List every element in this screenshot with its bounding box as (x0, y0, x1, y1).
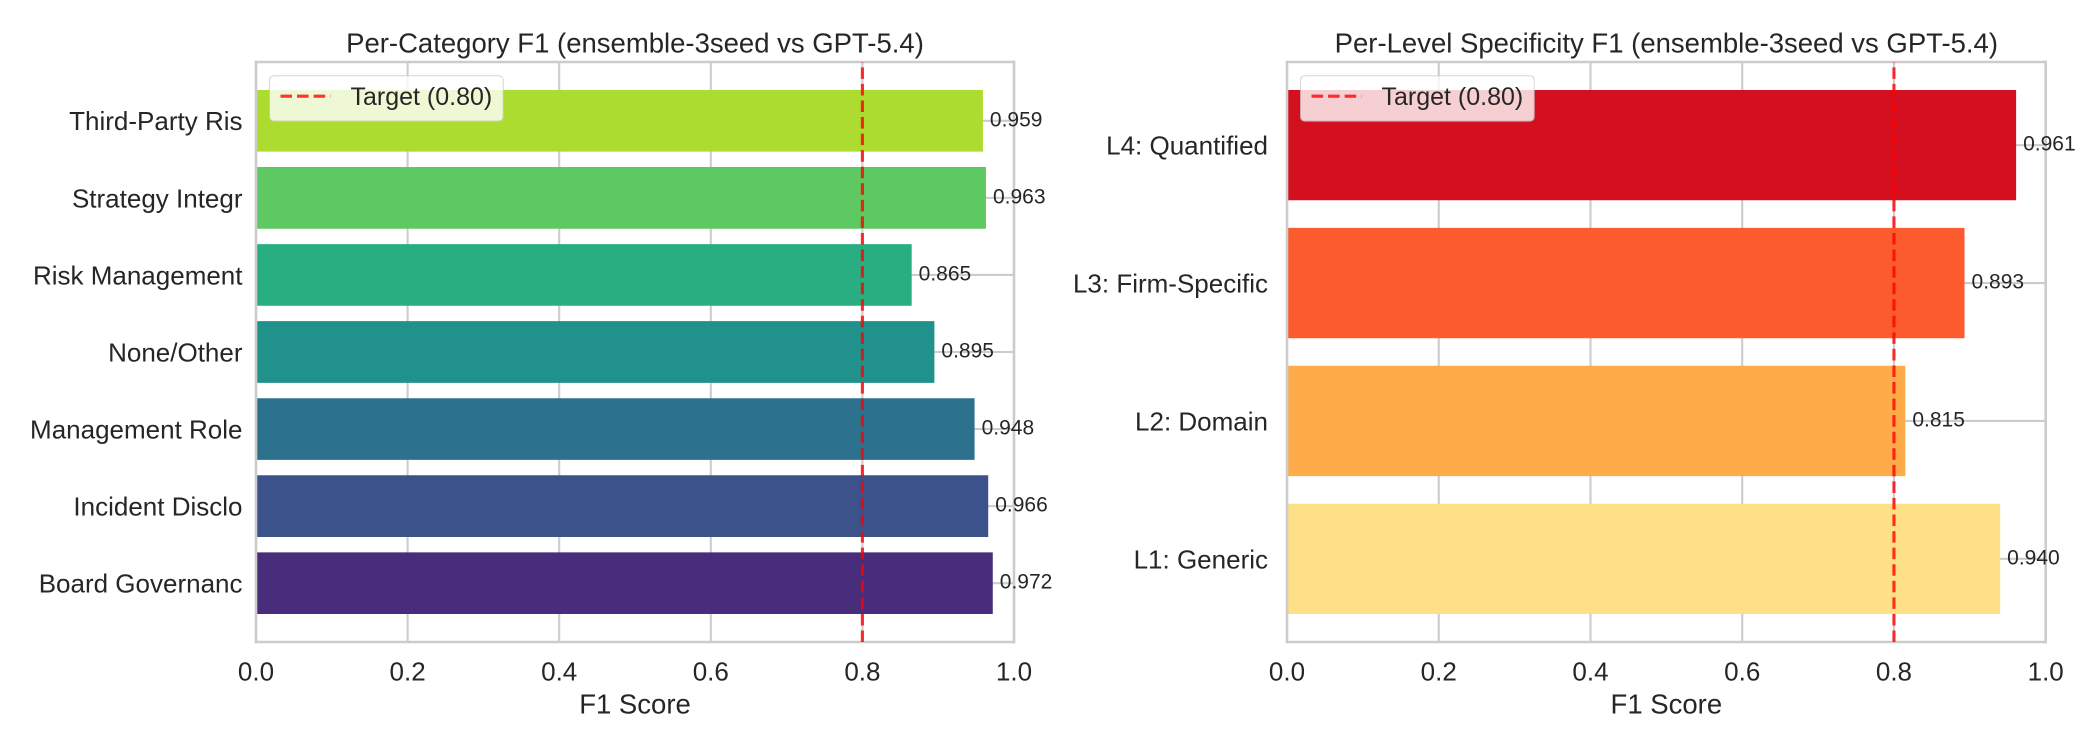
svg-text:0.893: 0.893 (1972, 270, 2025, 293)
svg-text:L2: Domain: L2: Domain (1135, 406, 1268, 436)
svg-text:0.963: 0.963 (993, 185, 1046, 208)
svg-text:0.966: 0.966 (995, 494, 1048, 517)
svg-text:0.972: 0.972 (1000, 571, 1053, 594)
svg-text:0.2: 0.2 (390, 656, 426, 686)
svg-text:Per-Category F1 (ensemble-3see: Per-Category F1 (ensemble-3seed vs GPT-5… (346, 28, 924, 59)
svg-text:L1: Generic: L1: Generic (1134, 544, 1268, 574)
svg-text:0.2: 0.2 (1421, 656, 1457, 686)
svg-text:Strategy Integr: Strategy Integr (72, 183, 243, 213)
svg-text:0.6: 0.6 (693, 656, 729, 686)
svg-text:Board Governanc: Board Governanc (39, 569, 243, 599)
svg-text:Per-Level Specificity F1 (ense: Per-Level Specificity F1 (ensemble-3seed… (1335, 28, 1998, 59)
svg-text:0.4: 0.4 (1572, 656, 1608, 686)
svg-text:0.0: 0.0 (1269, 656, 1305, 686)
svg-text:1.0: 1.0 (2028, 656, 2064, 686)
svg-text:0.815: 0.815 (1912, 408, 1965, 431)
svg-text:Risk Management: Risk Management (33, 260, 243, 290)
svg-text:0.4: 0.4 (541, 656, 577, 686)
svg-text:L4: Quantified: L4: Quantified (1106, 131, 1268, 161)
svg-text:0.940: 0.940 (2007, 546, 2060, 569)
svg-text:Target (0.80): Target (0.80) (1382, 83, 1524, 111)
svg-text:0.8: 0.8 (844, 656, 880, 686)
svg-text:0.961: 0.961 (2023, 133, 2076, 156)
svg-text:L3: Firm-Specific: L3: Firm-Specific (1073, 268, 1268, 298)
svg-text:0.948: 0.948 (982, 416, 1035, 439)
svg-text:Management Role: Management Role (30, 414, 242, 444)
svg-text:Third-Party Ris: Third-Party Ris (69, 106, 242, 136)
svg-text:0.895: 0.895 (941, 339, 994, 362)
svg-text:Target (0.80): Target (0.80) (350, 83, 492, 111)
svg-text:0.8: 0.8 (1876, 656, 1912, 686)
svg-text:1.0: 1.0 (996, 656, 1032, 686)
svg-text:F1 Score: F1 Score (1611, 689, 1723, 720)
svg-text:0.6: 0.6 (1724, 656, 1760, 686)
svg-text:F1 Score: F1 Score (579, 689, 691, 720)
svg-text:None/Other: None/Other (108, 337, 243, 367)
svg-text:0.959: 0.959 (990, 108, 1043, 131)
svg-text:0.865: 0.865 (919, 262, 972, 285)
svg-text:Incident Disclo: Incident Disclo (73, 492, 242, 522)
svg-text:0.0: 0.0 (238, 656, 274, 686)
